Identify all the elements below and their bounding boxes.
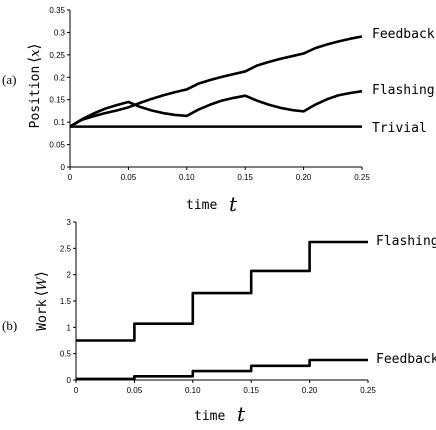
panel-b-ylabel: Work⟨W⟩: [32, 271, 50, 330]
series-line-feedback-a: [69, 35, 363, 128]
panel-a-xlabel-text: time: [186, 198, 217, 213]
panel-b: (b) Work⟨W⟩ 00.511.522.53 0 0.05 0.10 0.15 0…: [2, 218, 436, 426]
ytick-label-b-5: 2.5: [60, 244, 72, 253]
xtick-label-b-2: 0.10: [185, 386, 201, 395]
panel-a-ylabel: Position⟨x⟩: [25, 44, 43, 129]
series-label-flashing-b: Flashing: [376, 234, 436, 249]
panel-a: (a) Position⟨x⟩ 0 0.05 0.1 0.15 0.2 0.25 0.3 0.…: [2, 6, 435, 216]
series-line-flashing-b: [76, 240, 368, 342]
series-label-trivial-a: Trivial: [372, 121, 427, 136]
ytick-label-a-2: 0.1: [54, 118, 66, 127]
ytick-label-b-4: 2: [67, 271, 72, 280]
panel-a-label: (a): [2, 72, 16, 87]
ytick-label-a-5: 0.25: [49, 51, 65, 60]
xtick-label-b-4: 0.20: [302, 386, 318, 395]
ytick-label-b-6: 3: [67, 218, 72, 227]
panel-b-xticks: 0 0.05 0.10 0.15 0.20 0.25: [74, 380, 376, 395]
panel-b-axes: [75, 222, 368, 381]
xtick-label-a-1: 0.05: [121, 173, 137, 182]
ytick-label-a-7: 0.35: [49, 6, 65, 15]
xtick-label-a-4: 0.20: [296, 173, 312, 182]
panel-a-xlabel-symbol: t: [229, 192, 238, 216]
series-label-feedback-b: Feedback: [376, 352, 436, 367]
xtick-label-b-3: 0.15: [243, 386, 259, 395]
panel-b-yticks: 0 0.5 1 1.5 2 2.5 3: [60, 218, 76, 385]
panel-b-xlabel: time t: [194, 402, 246, 426]
xtick-label-b-1: 0.05: [127, 386, 143, 395]
xtick-label-a-0: 0: [68, 173, 73, 182]
ytick-label-b-0: 0: [67, 376, 72, 385]
series-line-flashing-a: [69, 89, 363, 128]
xtick-label-a-2: 0.10: [179, 173, 195, 182]
ytick-label-a-0: 0: [61, 163, 66, 172]
svg-text:Work⟨W⟩: Work⟨W⟩: [32, 271, 50, 330]
ytick-label-a-3: 0.15: [49, 96, 65, 105]
panel-a-xlabel: time t: [186, 192, 238, 216]
panel-b-xlabel-text: time: [194, 409, 225, 424]
panel-b-series-labels: Flashing Feedback: [376, 234, 436, 367]
panel-a-series: [69, 35, 363, 128]
panel-b-series: [76, 240, 368, 381]
ytick-label-a-6: 0.3: [54, 28, 66, 37]
series-line-feedback-b: [76, 358, 368, 381]
ytick-label-b-1: 0.5: [60, 350, 72, 359]
xtick-label-a-3: 0.15: [237, 173, 253, 182]
panel-a-xticks: 0 0.05 0.10 0.15 0.20 0.25: [68, 167, 370, 182]
svg-text:Position⟨x⟩: Position⟨x⟩: [25, 44, 43, 129]
panel-b-ylabel-text: Work: [35, 299, 50, 330]
series-label-flashing-a: Flashing: [372, 83, 435, 98]
ytick-label-b-2: 1: [67, 323, 72, 332]
series-label-feedback-a: Feedback: [372, 27, 435, 42]
panel-a-ylabel-symbol: x: [28, 49, 43, 57]
panel-a-axes: [69, 10, 362, 168]
panel-b-ylabel-symbol: W: [35, 276, 50, 291]
ytick-label-a-1: 0.05: [49, 141, 65, 150]
ytick-label-a-4: 0.2: [54, 73, 66, 82]
xtick-label-b-0: 0: [74, 386, 79, 395]
panel-a-yticks: 0 0.05 0.1 0.15 0.2 0.25 0.3 0.35: [49, 6, 70, 172]
panel-a-series-labels: Feedback Flashing Trivial: [372, 27, 435, 136]
xtick-label-a-5: 0.25: [354, 173, 370, 182]
ytick-label-b-3: 1.5: [60, 297, 72, 306]
panel-b-xlabel-symbol: t: [237, 402, 246, 426]
xtick-label-b-5: 0.25: [360, 386, 376, 395]
panel-a-ylabel-text: Position: [28, 66, 43, 129]
panel-b-label: (b): [2, 318, 17, 333]
